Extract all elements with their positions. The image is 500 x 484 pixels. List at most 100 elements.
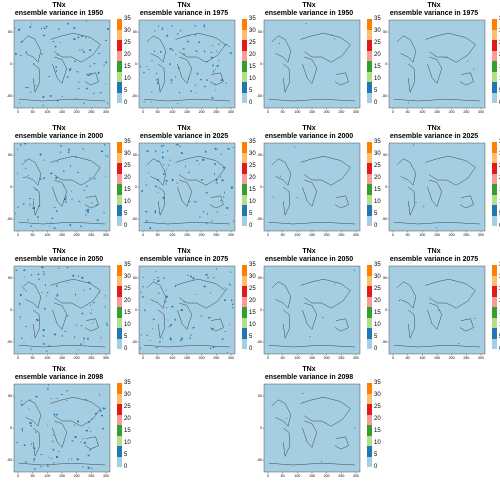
x-tick-label: 0 [17,110,19,114]
variance-cell [58,450,60,453]
colorbar-tick-label: 15 [374,64,381,70]
variance-cell [56,285,58,287]
variance-cell [33,63,35,65]
y-tick-label: -50 [382,217,387,221]
colorbar-bin [242,307,247,318]
colorbar-bin [242,71,247,82]
colorbar-tick-label: 10 [124,322,131,328]
variance-cell [163,164,165,166]
colorbar-tick-label: 15 [374,187,381,193]
variance-cell [27,218,29,221]
variance-cell [305,23,307,25]
variance-cell [190,275,192,278]
variance-cell [66,282,68,284]
x-tick-label: 200 [324,233,330,237]
colorbar-bin [492,82,497,93]
colorbar-bin [367,265,372,276]
x-tick-label: 100 [419,110,425,114]
variance-cell [65,196,67,199]
colorbar [117,265,122,349]
variance-cell [322,317,324,318]
variance-cell [99,92,102,94]
variance-cell [229,323,231,326]
variance-cell [29,26,32,28]
coastline [50,155,101,186]
variance-cell [73,38,76,40]
x-tick-label: 50 [406,233,410,237]
variance-cell [48,76,50,77]
variance-cell [176,143,179,146]
map-background [388,142,486,232]
colorbar-bin [492,184,497,195]
colorbar-bin [242,184,247,195]
y-tick-label: 0 [385,62,387,66]
variance-cell [83,50,85,53]
coastline [50,32,101,63]
y-tick-label: -50 [7,458,12,462]
coastline [146,35,167,63]
variance-cell [215,182,218,184]
y-tick-label: 0 [10,426,12,430]
x-tick-label: 150 [184,110,190,114]
coastline [300,278,351,309]
x-tick-label: 200 [74,474,80,478]
x-tick-label: 50 [406,356,410,360]
colorbar-tick-label: 35 [124,262,131,268]
x-tick-label: 50 [31,356,35,360]
coastline [334,436,349,450]
variance-cell [105,155,107,157]
colorbar-bin [367,414,372,425]
coastline [177,302,193,330]
variance-cell [81,312,84,315]
panel-title-variable: TNx [177,125,191,132]
x-tick-label: 250 [338,474,344,478]
colorbar [242,142,247,226]
x-tick-label: 200 [199,110,205,114]
x-tick-label: 0 [17,474,19,478]
panel-title-year: ensemble variance in 2050 [264,256,354,263]
panel-title: TNx ensemble variance in 2000 [8,125,110,141]
colorbar-bin [117,414,122,425]
colorbar [117,19,122,103]
x-tick-label: 150 [59,233,65,237]
variance-cell [37,273,40,275]
panel-title: TNx ensemble variance in 2050 [258,248,360,264]
variance-cell [51,217,54,219]
coastline [393,98,481,102]
colorbar-tick-label: 35 [374,380,381,386]
variance-cell [37,319,39,321]
colorbar-tick-label: 10 [374,199,381,205]
variance-cell [149,227,152,229]
panel-title-year: ensemble variance in 1975 [139,10,229,17]
variance-cell [210,347,212,349]
colorbar-bin [117,446,122,457]
colorbar-bin [492,215,497,226]
y-tick-label: 50 [258,30,262,34]
variance-cell [101,150,103,153]
coastline [158,63,166,93]
panel-title-variable: TNx [427,248,441,255]
variance-cell [226,288,227,291]
x-tick-label: 50 [281,233,285,237]
y-tick-label: -50 [132,340,137,344]
variance-cell [224,287,226,289]
x-tick-label: 300 [228,110,234,114]
variance-cell [212,64,214,67]
colorbar-bin [117,328,122,339]
panel-title-variable: TNx [52,125,66,132]
coastline [302,56,318,84]
colorbar [117,142,122,226]
variance-cell [169,338,172,341]
colorbar-bin [367,163,372,174]
panel-title-year: ensemble variance in 2075 [389,256,479,263]
colorbar [492,265,497,349]
panel-title-variable: TNx [302,366,316,373]
variance-cell [90,430,92,433]
x-tick-label: 50 [406,110,410,114]
map-panel: TNx ensemble variance in 2075 0 50 100 150 200… [132,248,256,360]
panel-title-year: ensemble variance in 2025 [389,133,479,140]
variance-cell [56,456,58,458]
variance-cell [167,164,170,166]
variance-cell [93,178,96,180]
colorbar-tick-label: 35 [374,139,381,145]
